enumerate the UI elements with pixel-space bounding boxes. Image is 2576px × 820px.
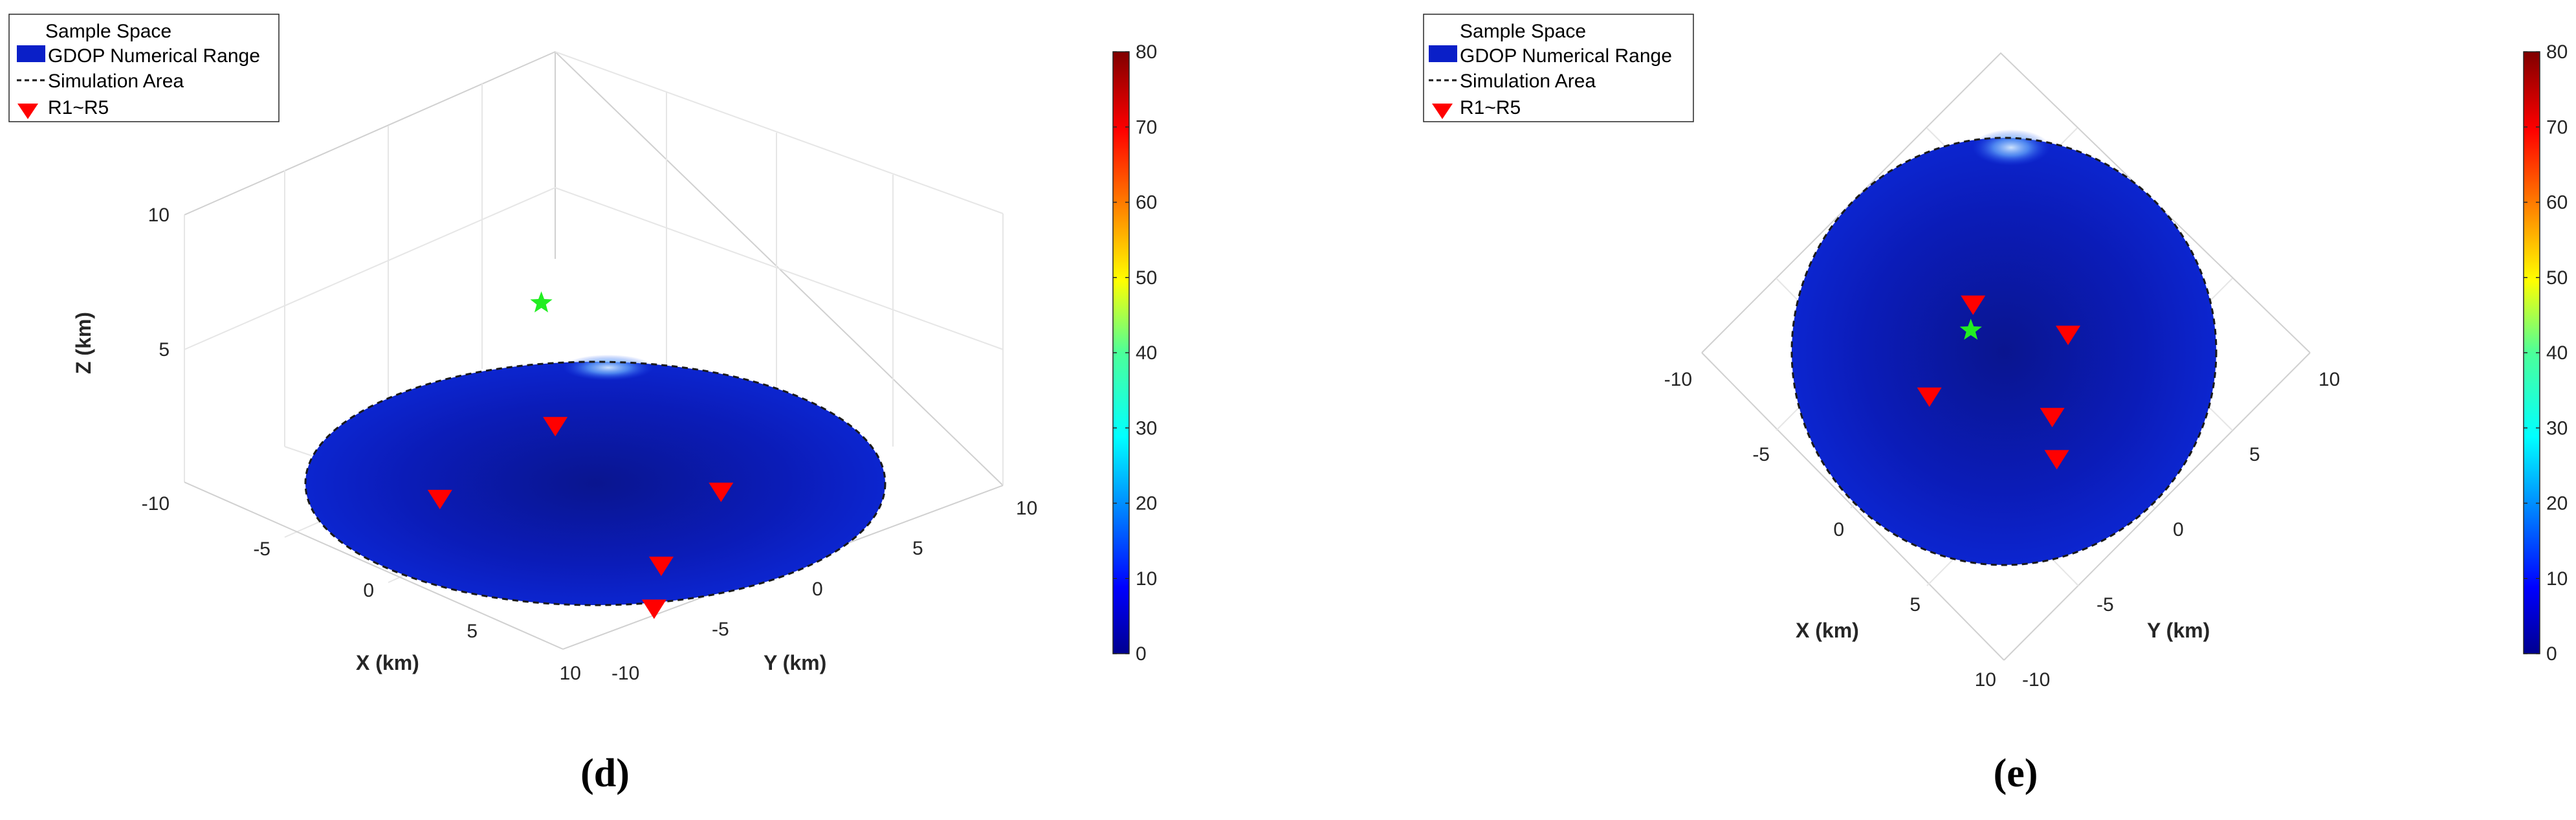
panel-d-legend-receivers: R1~R5 [48,97,109,118]
panel-d-z-tick: 10 [148,205,170,226]
panel-d-x-axis-line [184,482,564,650]
panel-d-receiver-marker [543,417,568,437]
panel-e-receiver-marker [2040,408,2065,428]
panel-e-y-tick: 10 [2318,369,2340,390]
panel-d-markers [427,291,734,619]
panel-d-receiver-marker [641,599,666,619]
panel-d-colorbar-tick-label: 10 [1136,568,1157,590]
panel-e-x-tick: 0 [1833,519,1844,540]
panel-d-colorbar-tick-label: 40 [1136,342,1157,364]
panel-e-y-label: Y (km) [2147,619,2210,642]
panel-e-legend: Sample Space GDOP Numerical Range Simula… [1423,14,1694,122]
panel-e-y-tick: 0 [2173,519,2184,540]
panel-d-y-tick: 0 [812,579,823,600]
panel-d-x-tick: 10 [560,663,581,684]
panel-e-colorbar-tick-label: 80 [2546,41,2568,63]
panel-d-x-tick: -5 [253,538,270,560]
panel-e-legend-receivers: R1~R5 [1460,97,1521,118]
panel-d-legend-gdop: GDOP Numerical Range [48,45,260,67]
panel-e-y-axis-line [2003,352,2311,661]
panel-e-colorbar-tick-label: 10 [2546,568,2568,590]
panel-e-colorbar-tick-label: 60 [2546,192,2568,214]
panel-d-x-label: X (km) [356,651,419,674]
panel-d-simulation-boundary [304,360,886,606]
panel-d-legend: Sample Space GDOP Numerical Range Simula… [8,14,280,122]
panel-d-colorbar: 0 10 20 30 40 50 60 70 80 [1112,41,1157,665]
panel-e-legend-simulation: Simulation Area [1460,71,1596,92]
panel-d-legend-patch-icon [17,45,45,62]
panel-d-colorbar-tick-label: 80 [1136,41,1157,63]
panel-e-x-label: X (km) [1796,619,1859,642]
panel-d-top-right-edge [555,51,1004,214]
panel-d-y-label: Y (km) [764,651,826,674]
panel-e-x-tick: -5 [1752,444,1770,465]
panel-e-gdop-disk [1790,129,2218,566]
panel-d-receiver-marker [709,482,734,502]
panel-e-simulation-boundary [1790,137,2218,566]
panel-e-disk-surface [1792,138,2216,565]
panel-d-receiver-marker [427,489,452,509]
panel-e-receiver-marker [1961,295,1986,315]
panel-d-receiver-marker [648,557,674,577]
panel-e-y-tick: 5 [2249,444,2260,465]
panel-d-legend-sample-space: Sample Space [45,21,171,42]
panel-d-y-tick: 5 [912,538,923,559]
panel-d-y-tick: -10 [611,663,639,684]
panel-d-colorbar-tick-label: 70 [1136,116,1157,138]
panel-e-x-tick: -10 [1664,369,1692,390]
panel-e-y-tick: -5 [2097,594,2114,615]
panel-e-x-tick: 5 [1910,594,1921,615]
panel-e-legend-box [1423,14,1694,122]
panel-e-colorbar: 0 10 20 30 40 50 60 70 80 [2523,41,2568,665]
panel-d-plot: 10 5 Z (km) -10 -5 0 5 10 X (km) -10 -5 … [72,50,1037,684]
panel-e-x-tick: 10 [1975,669,1996,691]
panel-e-colorbar-tick-label: 0 [2546,643,2557,665]
panel-e-receiver-marker [2056,326,2081,346]
panel-e-legend-gdop: GDOP Numerical Range [1460,45,1672,67]
panel-d-z-label: Z (km) [72,312,95,374]
panel-d-z-tick: 5 [159,339,170,360]
panel-d-colorbar-ticks: 0 10 20 30 40 50 60 70 80 [1113,41,1157,665]
panel-d-gdop-disk [304,355,886,606]
panel-d-x-tick: 0 [363,580,374,601]
panel-e-star-marker [1959,318,1982,340]
panel-d-colorbar-tick-label: 50 [1136,267,1157,289]
panel-e-colorbar-tick-label: 30 [2546,417,2568,439]
panel-e-y-tick: -10 [2022,669,2050,691]
panel-d-y-tick: -5 [712,619,729,640]
panel-d-y-tick: 10 [1016,498,1037,519]
panel-d-disk-hotspot [563,355,654,381]
panel-e-colorbar-tick-label: 40 [2546,342,2568,364]
panel-d-colorbar-tick-label: 60 [1136,192,1157,214]
panel-e-colorbar-tick-label: 70 [2546,116,2568,138]
panel-e-legend-triangle-icon [1432,104,1453,119]
panel-d-colorbar-tick-label: 30 [1136,417,1157,439]
panel-d-colorbar-tick-label: 0 [1136,643,1147,665]
panel-e-receiver-marker [1917,387,1942,407]
panel-d-star-marker [530,291,553,313]
panel-e-legend-sample-space: Sample Space [1460,21,1586,42]
panel-e-plot: -10 -5 0 5 10 X (km) -10 -5 0 5 10 Y (km… [1664,52,2340,691]
panel-d-x-tick: 5 [467,621,478,642]
panel-d-colorbar-tick-label: 20 [1136,493,1157,515]
panel-d-legend-box [8,14,280,122]
panel-e-label: (e) [1994,751,2038,795]
panel-e-back-edges [1701,52,2311,353]
panel-e-colorbar-tick-label: 50 [2546,267,2568,289]
panel-d-label: (d) [580,751,630,795]
panel-d-disk-surface [305,362,885,605]
panel-d-x-tick: -10 [142,493,170,515]
panel-e-markers [1917,295,2081,470]
panel-e-disk-hotspot [1972,129,2050,166]
panel-e-receiver-marker [2044,450,2069,470]
panel-d-legend-simulation: Simulation Area [48,71,184,92]
panel-e-legend-patch-icon [1429,45,1457,62]
panel-e-colorbar-ticks: 0 10 20 30 40 50 60 70 80 [2524,41,2568,665]
panel-d-legend-triangle-icon [17,104,38,119]
panel-e-colorbar-tick-label: 20 [2546,493,2568,515]
